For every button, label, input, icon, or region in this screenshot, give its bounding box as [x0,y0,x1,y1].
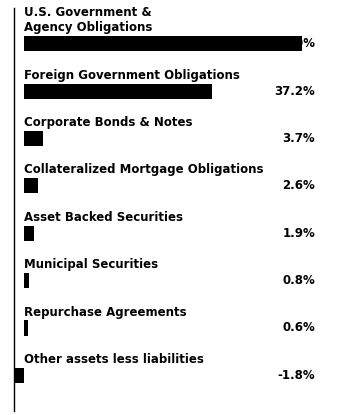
Bar [24,273,28,288]
Text: Municipal Securities: Municipal Securities [24,258,159,271]
Bar [15,368,24,383]
Text: 3.7%: 3.7% [283,132,315,145]
Bar [24,226,34,241]
Text: 0.8%: 0.8% [283,274,315,287]
Text: Asset Backed Securities: Asset Backed Securities [24,211,184,224]
Bar [24,320,27,336]
Bar [24,36,302,51]
Bar [24,131,43,146]
Bar [24,178,37,193]
Text: 2.6%: 2.6% [283,179,315,193]
Text: Corporate Bonds & Notes: Corporate Bonds & Notes [24,116,193,129]
Text: 1.9%: 1.9% [283,227,315,240]
Text: Foreign Government Obligations: Foreign Government Obligations [24,69,240,82]
Text: 37.2%: 37.2% [275,85,315,98]
Text: Repurchase Agreements: Repurchase Agreements [24,305,187,318]
Text: U.S. Government &
Agency Obligations: U.S. Government & Agency Obligations [24,6,153,34]
Text: 55.0%: 55.0% [274,37,315,50]
Text: -1.8%: -1.8% [278,369,315,382]
Text: Collateralized Mortgage Obligations: Collateralized Mortgage Obligations [24,164,264,176]
Bar [24,83,212,99]
Text: Other assets less liabilities: Other assets less liabilities [24,353,204,366]
Text: 0.6%: 0.6% [283,322,315,334]
